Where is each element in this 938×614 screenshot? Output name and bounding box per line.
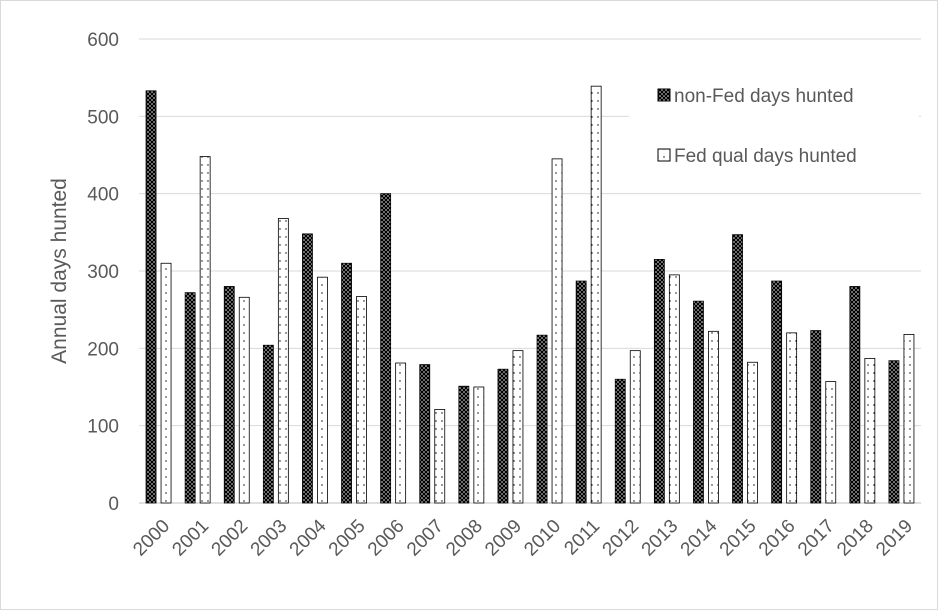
legend-swatch-fed-qual bbox=[657, 148, 671, 162]
bars bbox=[145, 85, 915, 504]
bar-fed-qual bbox=[864, 357, 876, 504]
bar-non-fed bbox=[771, 280, 783, 504]
x-tick-label: 2000 bbox=[129, 516, 174, 561]
bar-non-fed bbox=[732, 234, 743, 504]
x-tick-label: 2007 bbox=[403, 516, 448, 561]
bar-non-fed bbox=[262, 344, 274, 504]
bar-fed-qual bbox=[825, 381, 837, 504]
bar-fed-qual bbox=[160, 262, 172, 504]
x-tick-label: 2005 bbox=[325, 516, 370, 561]
x-tick-label: 2016 bbox=[755, 516, 800, 561]
x-tick-label: 2013 bbox=[638, 516, 683, 561]
bar-non-fed bbox=[614, 378, 626, 504]
y-tick-label: 600 bbox=[87, 30, 119, 51]
bar-non-fed bbox=[888, 360, 900, 504]
bar-non-fed bbox=[653, 258, 665, 504]
bar-non-fed bbox=[575, 280, 587, 504]
bar-fed-qual bbox=[903, 334, 915, 504]
x-tick-label: 2004 bbox=[286, 515, 331, 560]
bar-non-fed bbox=[341, 262, 352, 504]
bar-fed-qual bbox=[434, 409, 446, 504]
bar-non-fed bbox=[810, 330, 822, 504]
y-tick-label: 0 bbox=[108, 494, 119, 515]
y-tick-label: 100 bbox=[87, 417, 119, 438]
y-tick-label: 500 bbox=[87, 107, 119, 128]
bar-fed-qual bbox=[512, 350, 524, 504]
x-tick-label: 2009 bbox=[481, 516, 526, 561]
legend-swatch-non-fed bbox=[657, 88, 671, 102]
y-tick-labels: 0 100 200 300 400 500 600 bbox=[87, 30, 119, 515]
legend: non-Fed days hunted Fed qual days hunted bbox=[629, 65, 919, 185]
bar-fed-qual bbox=[708, 330, 719, 504]
x-tick-label: 2003 bbox=[247, 516, 292, 561]
x-tick-label: 2002 bbox=[208, 516, 253, 561]
bar-non-fed bbox=[849, 286, 861, 504]
bar-non-fed bbox=[419, 364, 431, 504]
y-tick-label: 400 bbox=[87, 185, 119, 206]
bar-non-fed bbox=[145, 90, 157, 504]
bar-fed-qual bbox=[395, 362, 407, 504]
bar-fed-qual bbox=[668, 274, 680, 504]
bar-fed-qual bbox=[317, 276, 328, 504]
bar-fed-qual bbox=[277, 218, 289, 504]
y-tick-label: 300 bbox=[87, 262, 119, 283]
bar-non-fed bbox=[223, 286, 235, 504]
x-tick-label: 2010 bbox=[520, 516, 565, 561]
bar-non-fed bbox=[184, 292, 196, 504]
bar-fed-qual bbox=[199, 156, 211, 504]
x-tick-labels: 2000200120022003200420052006200720082009… bbox=[129, 515, 917, 560]
x-tick-label: 2012 bbox=[599, 516, 644, 561]
bar-non-fed bbox=[497, 368, 509, 504]
x-tick-label: 2001 bbox=[168, 516, 213, 561]
bar-non-fed bbox=[458, 385, 470, 504]
bar-fed-qual bbox=[356, 296, 367, 504]
legend-background bbox=[629, 65, 919, 185]
x-tick-label: 2017 bbox=[794, 516, 839, 561]
legend-label-non-fed: non-Fed days hunted bbox=[674, 86, 854, 107]
legend-label-fed-qual: Fed qual days hunted bbox=[674, 146, 857, 167]
bar-non-fed bbox=[302, 233, 313, 504]
bar-fed-qual bbox=[786, 332, 798, 504]
x-tick-label: 2014 bbox=[677, 515, 722, 560]
x-tick-label: 2008 bbox=[442, 516, 487, 561]
bar-fed-qual bbox=[473, 386, 485, 504]
bar-fed-qual bbox=[590, 85, 602, 504]
y-axis-title: Annual days hunted bbox=[48, 178, 71, 364]
bar-non-fed bbox=[693, 300, 704, 504]
y-tick-label: 200 bbox=[87, 339, 119, 360]
x-tick-label: 2006 bbox=[364, 516, 409, 561]
x-tick-label: 2015 bbox=[716, 516, 761, 561]
bar-fed-qual bbox=[551, 158, 563, 504]
bar-fed-qual bbox=[238, 296, 250, 504]
bar-fed-qual bbox=[747, 361, 758, 504]
x-tick-label: 2018 bbox=[833, 516, 878, 561]
bar-fed-qual bbox=[629, 350, 641, 504]
x-tick-label: 2011 bbox=[560, 516, 604, 560]
bar-non-fed bbox=[536, 334, 548, 504]
x-tick-label: 2019 bbox=[872, 516, 917, 561]
bar-non-fed bbox=[380, 193, 392, 504]
